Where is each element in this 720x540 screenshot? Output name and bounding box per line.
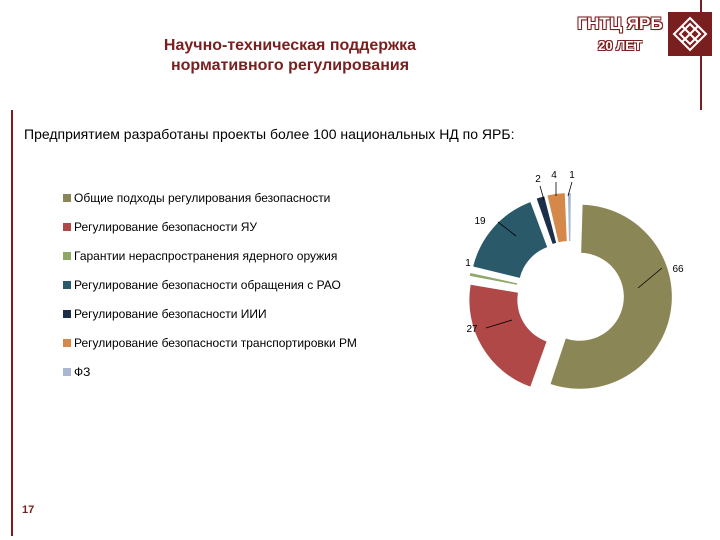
legend-label: ФЗ xyxy=(74,365,91,379)
page-title: Научно-техническая поддержка нормативног… xyxy=(110,36,470,76)
data-label-leader xyxy=(567,181,573,197)
donut-chart: 66 27 1 19 2 4 1 xyxy=(465,170,684,389)
legend-swatch xyxy=(63,339,71,347)
logo-emblem-icon xyxy=(668,12,712,56)
data-label: 1 xyxy=(569,170,575,181)
data-label: 1 xyxy=(465,258,471,269)
legend-label: Регулирование безопасности транспортиров… xyxy=(74,336,357,350)
donut-slice xyxy=(550,204,672,389)
donut-slice xyxy=(469,284,547,387)
data-label: 27 xyxy=(466,324,478,335)
data-label: 2 xyxy=(535,174,541,185)
data-label: 19 xyxy=(474,216,486,227)
data-label: 4 xyxy=(551,170,557,181)
frame-left-border xyxy=(11,110,13,536)
donut-slice xyxy=(547,193,567,243)
legend-label: Общие подходы регулирования безопасности xyxy=(74,191,331,205)
data-label-leader xyxy=(497,221,517,237)
data-label-leader xyxy=(539,185,545,201)
page-title-line1: Научно-техническая поддержка xyxy=(163,37,417,54)
donut-slice xyxy=(473,202,548,278)
page-number: 17 xyxy=(22,504,35,516)
donut-slice xyxy=(469,272,518,285)
donut-slice xyxy=(536,196,557,244)
chart-subtitle: Предприятием разработаны проекты более 1… xyxy=(24,126,515,142)
legend-swatch xyxy=(63,223,71,231)
legend-label: Регулирование безопасности ИИИ xyxy=(74,307,267,321)
page-title-line2: нормативного регулирования xyxy=(170,57,410,74)
logo-name: ГНТЦ ЯРБ xyxy=(577,14,663,33)
donut-slice xyxy=(567,193,571,242)
legend-swatch xyxy=(63,368,71,376)
legend-swatch xyxy=(63,194,71,202)
legend-label: Регулирование безопасности ЯУ xyxy=(74,220,258,234)
legend-swatch xyxy=(63,281,71,289)
legend-label: Регулирование безопасности обращения с Р… xyxy=(74,278,341,292)
data-label-leader xyxy=(637,267,663,289)
data-label-leader xyxy=(485,319,513,329)
legend-swatch xyxy=(63,310,71,318)
logo-years: 20 ЛЕТ xyxy=(598,38,642,53)
data-label: 66 xyxy=(672,264,684,275)
legend-swatch xyxy=(63,252,71,260)
legend-label: Гарантии нераспространения ядерного оруж… xyxy=(74,249,338,263)
